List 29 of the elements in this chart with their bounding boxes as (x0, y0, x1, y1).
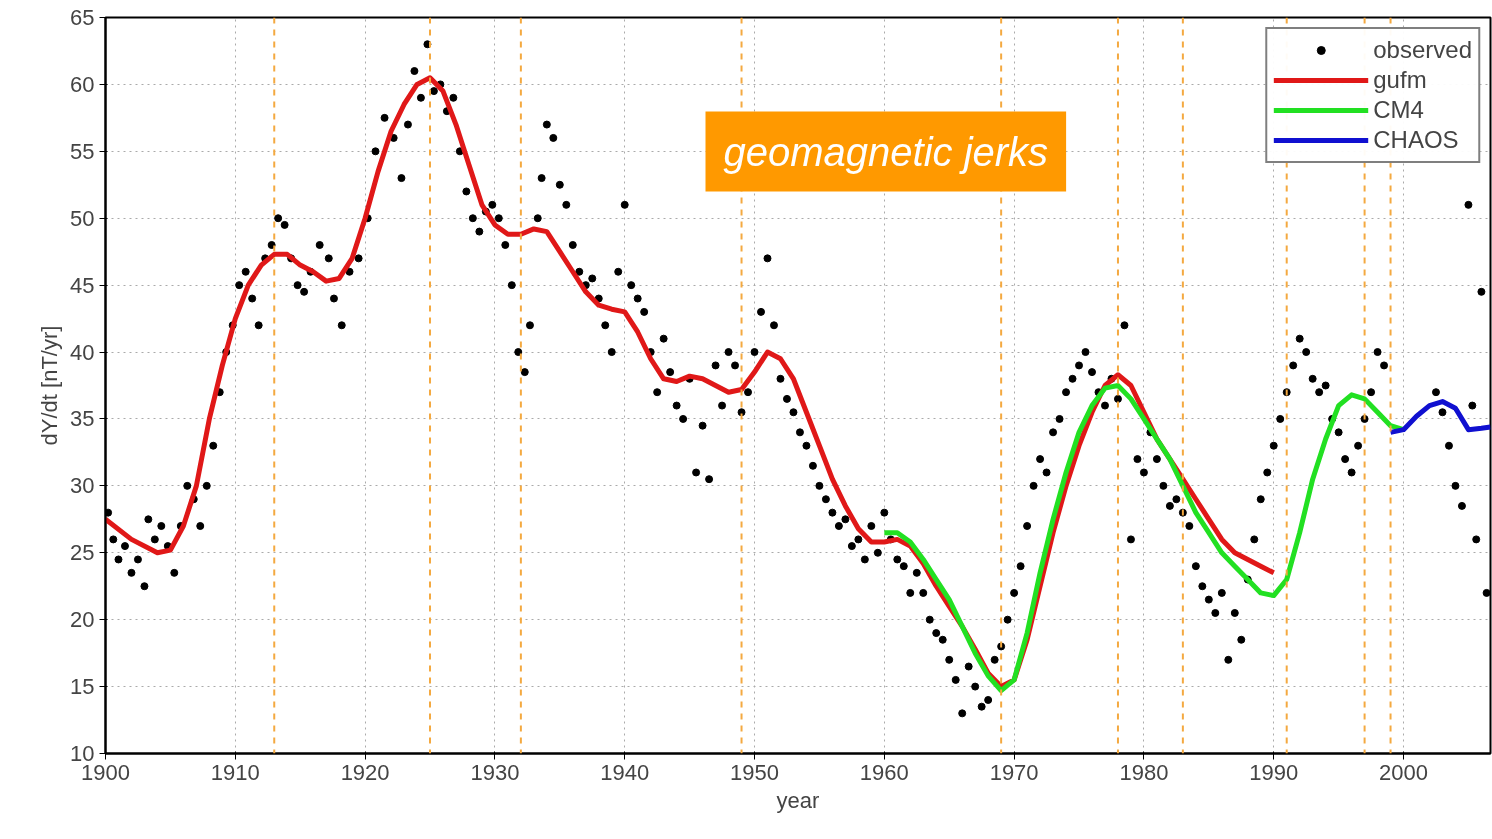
legend-label: CHAOS (1373, 125, 1459, 155)
legend-label: gufm (1373, 65, 1427, 95)
x-tick-label: 1970 (989, 759, 1039, 785)
x-tick-label: 1930 (470, 759, 520, 785)
y-tick-label: 15 (70, 674, 95, 700)
y-axis-title: dY/dt [nT/yr] (37, 325, 63, 446)
legend-label: CM4 (1373, 95, 1424, 125)
x-tick-label: 1920 (340, 759, 390, 785)
y-tick-label: 65 (70, 5, 95, 30)
x-tick-label: 1940 (600, 759, 650, 785)
y-tick-label: 45 (70, 272, 95, 298)
x-tick-label: 1980 (1119, 759, 1169, 785)
y-tick-label: 30 (70, 473, 95, 499)
y-tick-label: 55 (70, 138, 95, 164)
x-tick-label: 1950 (730, 759, 779, 785)
x-tick-label: 1990 (1249, 759, 1299, 785)
y-tick-label: 35 (70, 406, 95, 432)
y-tick-label: 20 (70, 607, 95, 633)
y-tick-label: 10 (70, 741, 95, 766)
y-tick-label: 50 (70, 205, 95, 231)
legend-label: observed (1373, 35, 1472, 65)
x-tick-label: 2000 (1379, 759, 1429, 785)
y-tick-label: 40 (70, 339, 95, 365)
x-tick-label: 1910 (210, 759, 260, 785)
x-tick-label: 1960 (859, 759, 909, 785)
y-tick-label: 25 (70, 540, 95, 566)
x-axis-title: year (776, 787, 820, 813)
y-tick-label: 60 (70, 71, 95, 97)
annotation: geomagnetic jerks (723, 129, 1049, 174)
